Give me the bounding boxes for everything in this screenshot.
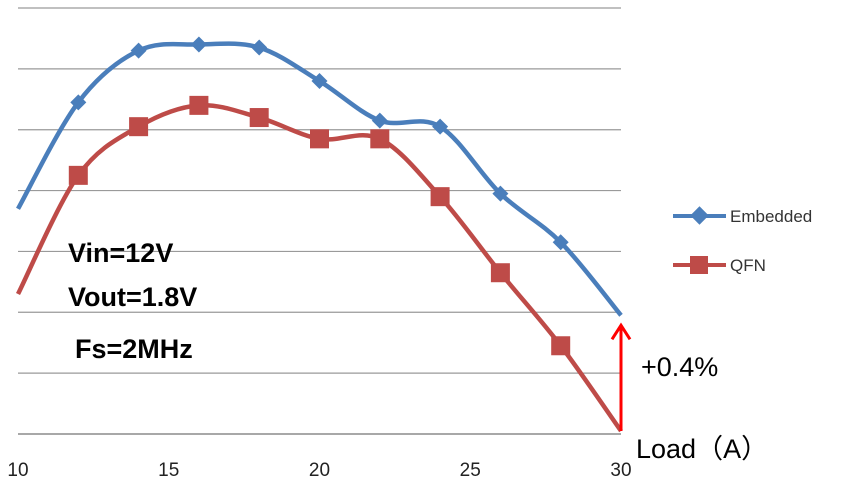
legend-label-embedded: Embedded — [730, 207, 812, 226]
condition-vin: Vin=12V — [68, 238, 173, 268]
data-point-qfn — [430, 187, 450, 207]
x-tick-label: 15 — [158, 460, 179, 481]
condition-vout: Vout=1.8V — [68, 282, 197, 312]
x-axis-label: Load（A） — [636, 434, 768, 464]
legend-item-qfn: QFN — [673, 256, 766, 275]
data-point-embedded — [311, 73, 328, 90]
data-point-embedded — [70, 94, 87, 111]
series-line-qfn — [15, 102, 623, 433]
data-point-qfn — [189, 95, 209, 115]
legend-item-embedded: Embedded — [673, 206, 812, 226]
x-tick-label: 25 — [460, 460, 481, 481]
data-point-embedded — [371, 112, 388, 129]
operating-conditions: Vin=12V Vout=1.8V Fs=2MHz — [68, 238, 197, 364]
legend-marker-embedded — [690, 206, 709, 225]
data-point-embedded — [552, 234, 569, 251]
data-point-qfn — [370, 129, 390, 149]
data-point-embedded — [130, 42, 147, 59]
data-point-qfn — [490, 263, 510, 283]
series-group — [15, 36, 623, 433]
data-point-embedded — [251, 39, 268, 56]
x-tick-label: 30 — [610, 460, 631, 481]
data-point-qfn — [68, 165, 88, 185]
legend-label-qfn: QFN — [730, 256, 766, 275]
delta-annotation: +0.4% — [610, 322, 718, 431]
x-tick-label: 20 — [309, 460, 330, 481]
data-point-qfn — [551, 336, 571, 356]
data-point-embedded — [190, 36, 207, 53]
legend: Embedded QFN — [673, 206, 812, 275]
x-tick-labels: 10 15 20 25 30 — [7, 460, 631, 481]
legend-marker-qfn — [690, 256, 708, 274]
data-point-qfn — [129, 117, 149, 137]
data-point-qfn — [249, 108, 269, 128]
series-qfn — [15, 95, 623, 433]
condition-fs: Fs=2MHz — [75, 334, 193, 364]
delta-label: +0.4% — [641, 352, 718, 382]
data-point-embedded — [432, 118, 449, 135]
delta-arrow-head — [610, 322, 632, 341]
data-point-embedded — [492, 185, 509, 202]
data-point-qfn — [310, 129, 329, 149]
x-tick-label: 10 — [7, 460, 28, 481]
series-embedded — [16, 36, 623, 317]
